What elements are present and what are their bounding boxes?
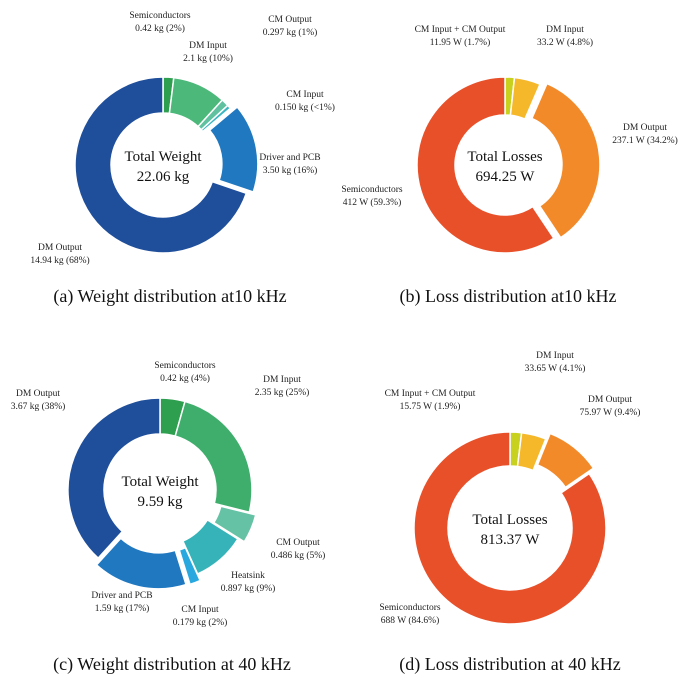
- slice-value-label: 237.1 W (34.2%): [612, 135, 678, 146]
- slice-label: DM Output: [38, 243, 82, 253]
- caption: (d) Loss distribution at 40 kHz: [399, 654, 620, 675]
- slice-value-label: 0.297 kg (1%): [263, 27, 318, 38]
- slice-value-label: 0.179 kg (2%): [173, 617, 228, 628]
- slice-value-label: 2.1 kg (10%): [183, 53, 233, 64]
- donut-slice: [536, 432, 595, 489]
- slice-value-label: 3.50 kg (16%): [263, 165, 318, 176]
- slice-label: Semiconductors: [154, 361, 216, 371]
- slice-label: DM Output: [623, 123, 667, 133]
- center-text: 22.06 kg: [137, 169, 190, 185]
- donut-slice: [178, 546, 202, 586]
- slice-value-label: 0.897 kg (9%): [221, 583, 276, 594]
- donut-slice: [95, 537, 187, 590]
- slice-value-label: 33.65 W (4.1%): [525, 363, 586, 374]
- slice-label: CM Input: [181, 605, 219, 615]
- slice-label: Driver and PCB: [91, 591, 152, 601]
- center-text: 9.59 kg: [138, 494, 184, 510]
- slice-label: Heatsink: [231, 571, 265, 581]
- donut-slice: [516, 431, 547, 472]
- slice-value-label: 688 W (84.6%): [381, 615, 440, 626]
- center-text: Total Losses: [472, 512, 547, 528]
- center-text: Total Weight: [124, 149, 202, 165]
- donut-slice: [212, 505, 257, 543]
- slice-value-label: 0.42 kg (2%): [135, 23, 185, 34]
- donut-slice: [174, 400, 253, 514]
- slice-value-label: 0.486 kg (5%): [271, 550, 326, 561]
- donut-slice: [413, 431, 607, 625]
- center-text: 694.25 W: [476, 169, 536, 185]
- slice-label: CM Input + CM Output: [415, 25, 506, 35]
- slice-label: CM Output: [276, 538, 320, 548]
- center-text: Total Losses: [467, 149, 542, 165]
- slice-value-label: 11.95 W (1.7%): [430, 37, 491, 48]
- slice-value-label: 1.59 kg (17%): [95, 603, 150, 614]
- slice-value-label: 0.150 kg (<1%): [275, 102, 335, 113]
- slice-label: DM Output: [16, 389, 60, 399]
- center-text: 813.37 W: [481, 532, 541, 548]
- slice-value-label: 33.2 W (4.8%): [537, 37, 593, 48]
- donut-slice: [530, 82, 601, 239]
- slice-value-label: 3.67 kg (38%): [11, 401, 66, 412]
- slice-value-label: 412 W (59.3%): [343, 197, 402, 208]
- slice-label: Semiconductors: [341, 185, 403, 195]
- slice-value-label: 75.97 W (9.4%): [580, 407, 641, 418]
- slice-label: DM Input: [546, 25, 584, 35]
- donut-slice: [509, 76, 541, 121]
- donut-slice: [74, 76, 248, 254]
- slice-label: DM Input: [536, 351, 574, 361]
- caption: (c) Weight distribution at 40 kHz: [53, 654, 291, 675]
- slice-value-label: 2.35 kg (25%): [255, 387, 310, 398]
- donut-slice: [200, 104, 232, 133]
- slice-label: DM Output: [588, 395, 632, 405]
- slice-label: Semiconductors: [129, 11, 191, 21]
- center-text: Total Weight: [121, 474, 199, 490]
- slice-label: DM Input: [263, 375, 301, 385]
- caption: (a) Weight distribution at10 kHz: [53, 286, 286, 307]
- slice-label: CM Input + CM Output: [385, 389, 476, 399]
- slice-label: DM Input: [189, 41, 227, 51]
- donut-slice: [67, 397, 161, 560]
- slice-label: Semiconductors: [379, 603, 441, 613]
- slice-label: CM Output: [268, 15, 312, 25]
- donut-slice: [208, 105, 259, 193]
- caption: (b) Loss distribution at10 kHz: [400, 286, 617, 307]
- slice-label: CM Input: [286, 90, 324, 100]
- donut-slice: [416, 76, 555, 254]
- slice-value-label: 14.94 kg (68%): [30, 255, 89, 266]
- slice-value-label: 0.42 kg (4%): [160, 373, 210, 384]
- slice-label: Driver and PCB: [259, 153, 320, 163]
- slice-value-label: 15.75 W (1.9%): [400, 401, 461, 412]
